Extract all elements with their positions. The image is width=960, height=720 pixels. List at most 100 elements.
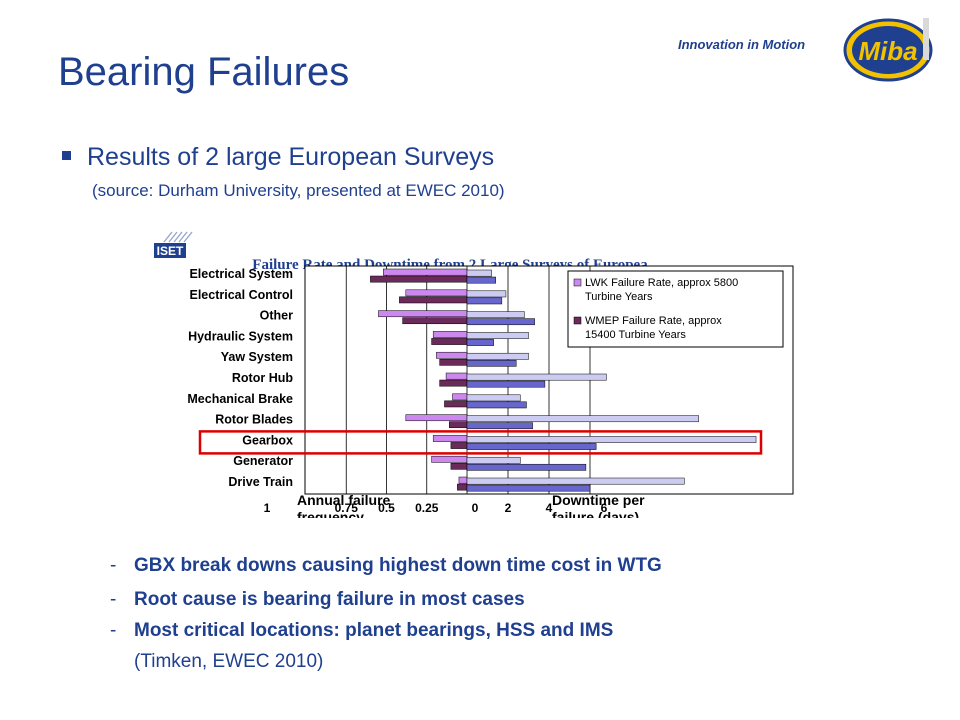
tick-label: 0.75 (335, 501, 359, 515)
bar-failure-rate (439, 358, 468, 366)
bullet-square-icon (62, 151, 71, 160)
failure-chart-svg: ISET Failure Rate and Downtime from 2 La… (154, 231, 794, 518)
sub-bullet-1: - GBX break downs causing highest down ti… (110, 555, 662, 577)
legend-box (567, 270, 784, 348)
category-label: Electrical System (189, 267, 293, 281)
iset-logo-stripe (168, 231, 178, 243)
bar-downtime (466, 422, 533, 430)
tick-label: 4 (546, 501, 553, 515)
sub-bullet-2: - Root cause is bearing failure in most c… (110, 589, 525, 611)
legend-swatch-wmep (573, 316, 582, 325)
sub-bullet-dash: - (110, 589, 117, 610)
bar-downtime (466, 318, 535, 326)
bar-downtime (466, 352, 529, 360)
left-axis-label: Annual failure frequency (297, 492, 391, 518)
category-label: Rotor Blades (215, 413, 293, 427)
iset-logo-stripe (183, 231, 193, 243)
iset-logo-box (154, 243, 186, 258)
bullet-source: (source: Durham University, presented at… (92, 181, 505, 200)
tick-label: 1 (264, 501, 271, 515)
bar-failure-rate (405, 289, 468, 297)
bar-downtime (466, 297, 503, 305)
bar-downtime (466, 463, 587, 471)
bar-failure-rate (449, 421, 468, 429)
bar-failure-rate (450, 442, 468, 449)
bar-downtime (466, 276, 496, 284)
gearbox-highlight-box (198, 430, 763, 455)
failure-chart: ISET Failure Rate and Downtime from 2 La… (150, 228, 800, 518)
category-label: Electrical Control (190, 288, 294, 302)
bar-failure-rate (445, 372, 468, 380)
bar-downtime (466, 290, 507, 298)
category-label: Yaw System (221, 350, 293, 364)
tick-label: 0 (472, 501, 479, 515)
tick-label: 6 (601, 501, 608, 515)
main-bullet-text: Results of 2 large European Surveys (87, 143, 495, 171)
main-bullet: Results of 2 large European Surveys (62, 143, 494, 172)
bar-downtime (466, 415, 699, 423)
tick-label: 0.5 (378, 501, 395, 515)
bar-downtime (466, 477, 685, 485)
bar-downtime (466, 401, 527, 409)
bar-failure-rate (431, 338, 468, 345)
category-label: Gearbox (242, 433, 293, 447)
bar-downtime (466, 359, 517, 367)
sub-bullet-continuation: (Timken, EWEC 2010) (134, 651, 324, 672)
bar-failure-rate (431, 455, 468, 463)
legend-swatch-lwk (573, 278, 582, 287)
right-axis-label: Downtime per failure (days) (552, 492, 645, 518)
bar-failure-rate (450, 462, 468, 470)
bar-failure-rate (399, 296, 468, 304)
sub-bullet-dash: - (110, 620, 117, 641)
bar-failure-rate (458, 476, 468, 484)
bar-failure-rate (439, 379, 468, 387)
bar-downtime (466, 484, 591, 492)
bar-failure-rate (457, 483, 468, 491)
bar-failure-rate (383, 268, 468, 276)
category-label: Mechanical Brake (187, 392, 293, 406)
category-label: Generator (233, 454, 293, 468)
bar-downtime (466, 269, 492, 277)
logo-corner-bar (923, 18, 929, 60)
tick-label: 0.25 (415, 501, 439, 515)
bar-downtime (466, 311, 525, 319)
header-tagline: Innovation in Motion (678, 37, 806, 52)
bar-downtime (466, 332, 529, 339)
chart-legend: LWK Failure Rate, approx 5800 Turbine Yea… (567, 270, 784, 348)
tick-label: 2 (505, 501, 512, 515)
iset-logo-text: ISET (157, 244, 184, 258)
category-label: Other (260, 309, 293, 323)
bar-downtime (466, 443, 597, 450)
category-label: Hydraulic System (188, 329, 293, 343)
miba-logo-mark: Miba (843, 18, 933, 82)
iset-logo-stripe (163, 231, 173, 243)
legend-label-lwk: LWK Failure Rate, approx 5800 Turbine Yea… (585, 277, 738, 303)
bar-failure-rate (370, 275, 468, 283)
bar-failure-rate (378, 310, 468, 318)
iset-logo-stripe (173, 231, 183, 243)
slide-title: Bearing Failures (58, 50, 350, 94)
bar-downtime (466, 394, 521, 402)
miba-logo: Miba (843, 18, 935, 82)
bar-failure-rate (432, 331, 468, 338)
category-label: Drive Train (228, 475, 293, 489)
sub-bullet-text: Most critical locations: planet bearings… (134, 620, 614, 641)
sub-bullet-text: Root cause is bearing failure in most ca… (134, 589, 525, 610)
bar-failure-rate (444, 400, 468, 408)
sub-bullet-dash: - (110, 555, 117, 576)
category-label: Rotor Hub (232, 371, 293, 385)
bar-failure-rate (432, 435, 468, 442)
iset-logo-stripe (178, 231, 188, 243)
legend-label-wmep: WMEP Failure Rate, approx 15400 Turbine Y… (585, 315, 722, 341)
bar-downtime (466, 436, 757, 443)
bar-downtime (466, 339, 494, 346)
bar-failure-rate (405, 414, 468, 422)
bar-failure-rate (436, 351, 468, 359)
sub-bullet-3: - Most critical locations: planet bearing… (110, 620, 613, 642)
bar-failure-rate (402, 317, 468, 325)
bar-downtime (466, 456, 521, 464)
sub-bullet-text: GBX break downs causing highest down tim… (134, 555, 662, 576)
iset-logo: ISET (154, 231, 193, 258)
bar-downtime (466, 373, 607, 381)
logo-text: Miba (858, 36, 917, 66)
